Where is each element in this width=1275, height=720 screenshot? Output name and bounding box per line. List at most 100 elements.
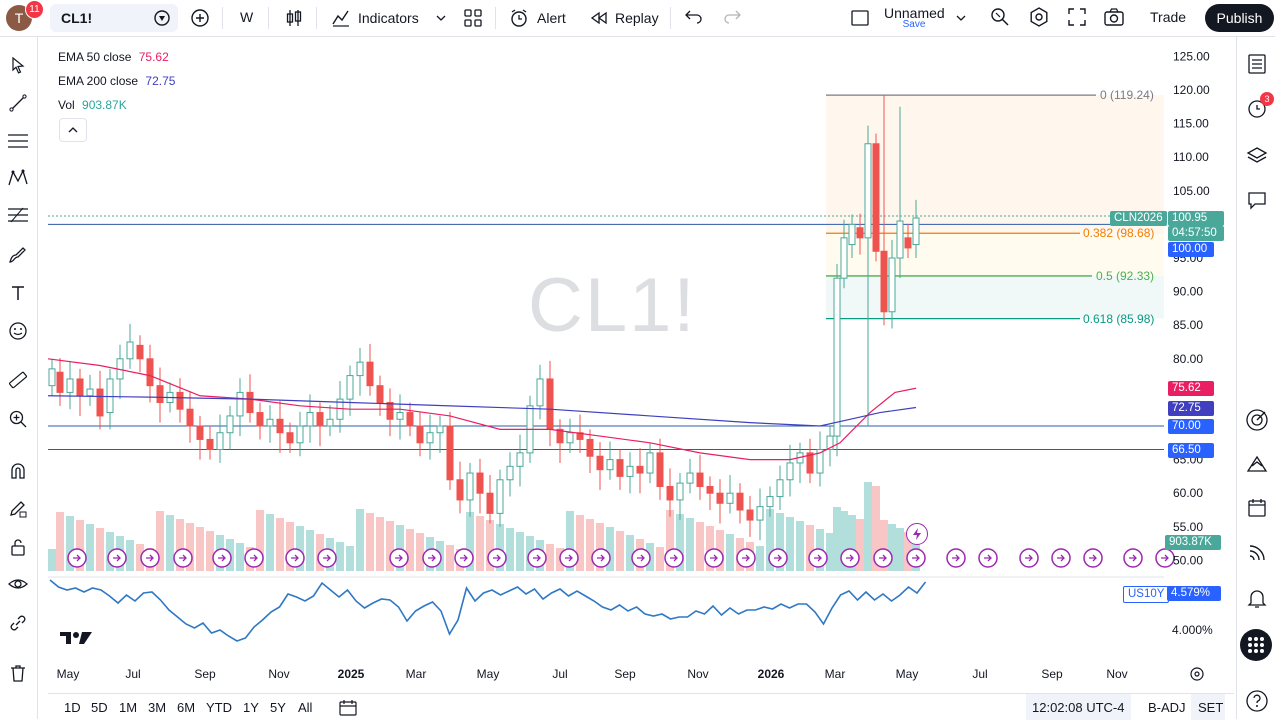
legend-ema200[interactable]: EMA 200 close 72.75: [58, 74, 175, 88]
candle-body: [376, 385, 384, 403]
chat-icon[interactable]: [1245, 189, 1269, 213]
drawing-toolbar: [0, 37, 38, 719]
indicators-button[interactable]: Indicators: [331, 8, 419, 28]
publish-button[interactable]: Publish: [1205, 4, 1274, 32]
lock-icon[interactable]: [7, 536, 29, 558]
fib-zone-top: [826, 95, 1164, 234]
fullscreen-icon[interactable]: [1066, 6, 1088, 28]
eye-icon[interactable]: [7, 573, 29, 595]
target-icon[interactable]: [1245, 408, 1269, 432]
ideas-icon[interactable]: [1245, 452, 1269, 476]
camera-icon[interactable]: [1103, 6, 1125, 28]
candle-body: [246, 391, 254, 414]
collapse-legend-button[interactable]: [59, 118, 87, 142]
fib-zones: [826, 94, 1164, 320]
event-marker-arrow: [1057, 554, 1065, 562]
range-button-5d[interactable]: 5D: [91, 700, 108, 715]
candle-body: [256, 412, 264, 427]
text-tool-icon[interactable]: [7, 282, 29, 304]
notification-bell-icon[interactable]: [1245, 586, 1269, 610]
volume-bar: [496, 524, 504, 571]
event-marker-arrow: [1161, 554, 1169, 562]
badj-button[interactable]: B-ADJ: [1148, 700, 1186, 715]
layout-save-status[interactable]: Save: [902, 19, 926, 30]
legend-ema50[interactable]: EMA 50 close 75.62: [58, 50, 169, 64]
tradingview-logo-icon[interactable]: [60, 630, 92, 646]
zoom-in-icon[interactable]: [7, 408, 29, 430]
range-button-all[interactable]: All: [298, 700, 313, 715]
go-to-date-icon[interactable]: [338, 699, 358, 717]
candles-icon[interactable]: [283, 7, 305, 29]
cursor-icon[interactable]: [7, 54, 29, 76]
volume-bar: [386, 521, 394, 571]
chevron-down-icon[interactable]: [435, 12, 447, 24]
interval-button[interactable]: W: [240, 9, 254, 25]
signal-stream-icon[interactable]: [1245, 541, 1269, 565]
watchlist-icon[interactable]: [1245, 52, 1269, 76]
trash-icon[interactable]: [7, 662, 29, 684]
tag-icon[interactable]: [153, 10, 171, 26]
layout-name[interactable]: Unnamed: [884, 5, 945, 21]
candle-body: [556, 428, 564, 444]
settings-gear-icon[interactable]: [1028, 6, 1050, 28]
volume-bar: [726, 534, 734, 571]
candle-body: [416, 425, 424, 444]
alerts-clock-icon[interactable]: [1245, 96, 1269, 120]
range-button-1m[interactable]: 1M: [119, 700, 138, 715]
trend-line-icon[interactable]: [7, 92, 29, 114]
layers-icon[interactable]: [1245, 144, 1269, 168]
volume-bar: [66, 516, 74, 571]
range-button-ytd[interactable]: YTD: [206, 700, 232, 715]
volume-bar: [346, 546, 354, 571]
brush-icon[interactable]: [7, 244, 29, 266]
quick-search-icon[interactable]: [989, 6, 1011, 28]
candle-body: [196, 425, 204, 440]
symbol-search[interactable]: CL1!: [50, 4, 178, 32]
axis-settings-icon[interactable]: [1189, 666, 1205, 682]
range-button-1d[interactable]: 1D: [64, 700, 81, 715]
candle-body: [666, 485, 674, 501]
redo-icon[interactable]: [722, 8, 742, 28]
volume-bar: [606, 527, 614, 571]
magnet-icon[interactable]: [7, 460, 29, 482]
horizontal-lines-icon[interactable]: [7, 130, 29, 152]
range-button-5y[interactable]: 5Y: [270, 700, 286, 715]
time-tick: Nov: [687, 667, 708, 681]
help-icon[interactable]: [1245, 689, 1269, 713]
trade-button[interactable]: Trade: [1150, 9, 1187, 25]
chevron-down-icon[interactable]: [955, 12, 967, 24]
fib-retracement-icon[interactable]: [7, 205, 29, 227]
clock-timezone[interactable]: 12:02:08 UTC-4: [1032, 700, 1125, 715]
templates-icon[interactable]: [462, 7, 484, 29]
replay-button[interactable]: Replay: [589, 8, 659, 28]
time-tick: Sep: [1041, 667, 1063, 681]
ruler-icon[interactable]: [7, 369, 29, 391]
range-button-3m[interactable]: 3M: [148, 700, 167, 715]
lightning-event-icon[interactable]: [906, 523, 928, 545]
session-button[interactable]: [1191, 694, 1225, 720]
candle-body: [848, 223, 856, 246]
range-button-6m[interactable]: 6M: [177, 700, 196, 715]
layout-square-icon[interactable]: [850, 8, 870, 28]
add-symbol-icon[interactable]: [189, 7, 211, 29]
link-icon[interactable]: [7, 612, 29, 634]
candle-body: [646, 452, 654, 474]
ema200-tag: 72.75: [1168, 401, 1214, 416]
range-button-1y[interactable]: 1Y: [243, 700, 259, 715]
us10y-series: [49, 579, 927, 642]
emoji-icon[interactable]: [7, 320, 29, 342]
pencil-lock-icon[interactable]: [7, 498, 29, 520]
candle-body: [486, 492, 494, 514]
timezone-button[interactable]: [1026, 694, 1131, 720]
undo-icon[interactable]: [684, 8, 704, 28]
price-axis: 125.00120.00115.00110.00105.0095.0090.00…: [1173, 49, 1210, 567]
legend-volume[interactable]: Vol 903.87K: [58, 98, 127, 112]
price-chart[interactable]: 125.00120.00115.00110.00105.0095.0090.00…: [0, 0, 1235, 692]
calendar-icon[interactable]: [1245, 496, 1269, 520]
volume-bar: [676, 514, 684, 571]
volume-bar: [276, 518, 284, 571]
event-marker-arrow: [984, 554, 992, 562]
apps-grid-button[interactable]: [1240, 629, 1272, 661]
pattern-icon[interactable]: [7, 167, 29, 189]
alert-button[interactable]: Alert: [509, 8, 566, 28]
